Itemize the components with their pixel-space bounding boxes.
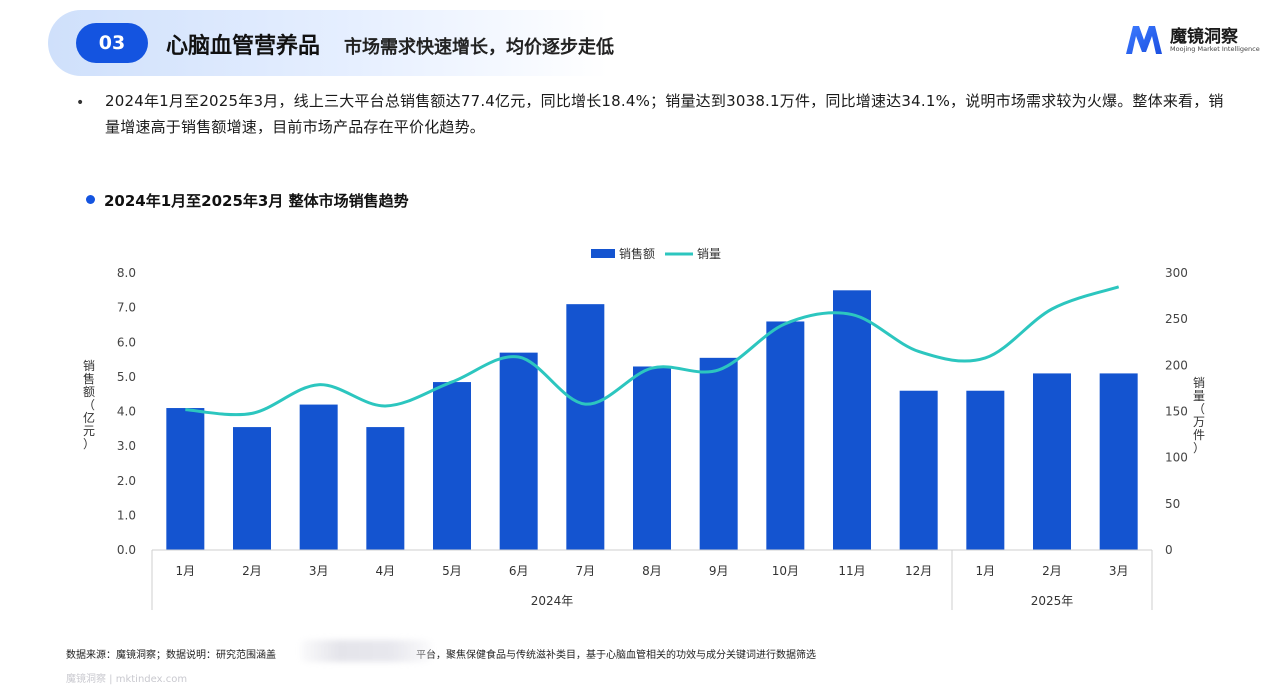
chart-svg: 销售额 销量 0.0 1.0 2.0 3.0 4.0 5.0 6.0 7.0 8.0 0 50 100 15…	[83, 246, 1205, 610]
y2-axis-tick-label: 200	[1165, 358, 1188, 372]
sales-bar	[299, 404, 338, 550]
logo-tagline: Moojing Market Intelligence	[1170, 45, 1260, 53]
sales-bar	[566, 304, 605, 550]
sales-bar	[433, 382, 471, 550]
x-axis-tick-label: 7月	[576, 564, 596, 578]
x-axis-tick-label: 2月	[1042, 564, 1062, 578]
sales-bar	[766, 321, 805, 550]
y-axis-tick-label: 5.0	[117, 370, 136, 384]
x-axis-tick-label: 3月	[1109, 564, 1129, 578]
y2-axis-tick-label: 300	[1165, 266, 1188, 280]
y2-axis-tick-label: 100	[1165, 451, 1188, 465]
page-subtitle: 市场需求快速增长，均价逐步走低	[344, 37, 614, 58]
data-source-suffix: 平台，聚焦保健食品与传统滋补类目，基于心脑血管相关的功效与成分关键词进行数据筛选	[416, 650, 816, 661]
sales-bar	[1099, 373, 1138, 550]
sales-bar	[699, 357, 738, 550]
y-axis-tick-label: 7.0	[117, 301, 136, 315]
y-axis-tick-label: 3.0	[117, 439, 136, 453]
section-number-badge: 03	[76, 23, 148, 63]
y2-axis-title: 销量（万件）	[1193, 376, 1205, 455]
summary-paragraph: 2024年1月至2025年3月，线上三大平台总销售额达77.4亿元，同比增长18…	[105, 92, 1224, 136]
y-axis-tick-label: 4.0	[117, 405, 136, 419]
sales-bar	[833, 290, 871, 550]
sales-bar	[966, 390, 1005, 550]
footer-watermark-url: 魔镜洞察 | mktindex.com	[66, 674, 188, 685]
sales-bar	[633, 366, 671, 550]
bullet-marker: •	[76, 95, 85, 111]
legend-label-sales: 销售额	[619, 246, 655, 261]
data-source-prefix: 数据来源：魔镜洞察；数据说明：研究范围涵盖	[66, 650, 276, 661]
y-axis-title: 销售额（亿元）	[83, 359, 95, 451]
y2-axis-tick-label: 150	[1165, 405, 1188, 419]
logo-name: 魔镜洞察	[1170, 27, 1238, 47]
y2-axis-tick-label: 250	[1165, 312, 1188, 326]
legend-label-volume: 销量	[697, 247, 721, 261]
year-group-label: 2025年	[1031, 594, 1074, 608]
redacted-blur	[300, 640, 432, 662]
logo-m-icon	[1126, 26, 1162, 54]
x-axis-tick-label: 2月	[242, 564, 262, 578]
x-axis-tick-label: 1月	[976, 564, 996, 578]
data-source-note: 数据来源：魔镜洞察；数据说明：研究范围涵盖 平台，聚焦保健食品与传统滋补类目，基于…	[66, 646, 816, 661]
sales-bar	[499, 352, 538, 550]
y2-axis-tick-label: 50	[1165, 497, 1180, 511]
x-axis-tick-label: 11月	[838, 564, 865, 578]
chart-heading: 2024年1月至2025年3月 整体市场销售趋势	[104, 192, 409, 210]
year-group-label: 2024年	[531, 594, 574, 608]
y-axis-tick-label: 2.0	[117, 474, 136, 488]
x-axis-tick-label: 6月	[509, 564, 529, 578]
x-axis-tick-label: 10月	[772, 564, 799, 578]
sales-bar	[166, 408, 205, 550]
x-axis-tick-label: 12月	[905, 564, 932, 578]
chart-heading-dot-icon	[86, 195, 95, 204]
sales-bar	[899, 390, 938, 550]
company-logo: 魔镜洞察 Moojing Market Intelligence	[1124, 20, 1264, 60]
sales-bar	[1033, 373, 1071, 550]
sales-bar	[233, 427, 271, 550]
y-axis-tick-label: 0.0	[117, 543, 136, 557]
x-axis-tick-label: 8月	[642, 564, 662, 578]
x-axis-tick-label: 9月	[709, 564, 729, 578]
x-axis-tick-label: 1月	[176, 564, 196, 578]
page-title: 心脑血管营养品	[166, 34, 321, 59]
x-axis-tick-label: 4月	[376, 564, 396, 578]
y-axis-tick-label: 8.0	[117, 266, 136, 280]
x-axis-tick-label: 3月	[309, 564, 329, 578]
sales-trend-chart: 销售额 销量 0.0 1.0 2.0 3.0 4.0 5.0 6.0 7.0 8.0 0 50 100 15…	[0, 230, 1280, 620]
y2-axis-tick-label: 0	[1165, 543, 1173, 557]
y-axis-tick-label: 6.0	[117, 335, 136, 349]
legend-bar-swatch	[591, 249, 615, 258]
y-axis-tick-label: 1.0	[117, 508, 136, 522]
x-axis-tick-label: 5月	[442, 564, 462, 578]
sales-bar	[366, 427, 405, 550]
